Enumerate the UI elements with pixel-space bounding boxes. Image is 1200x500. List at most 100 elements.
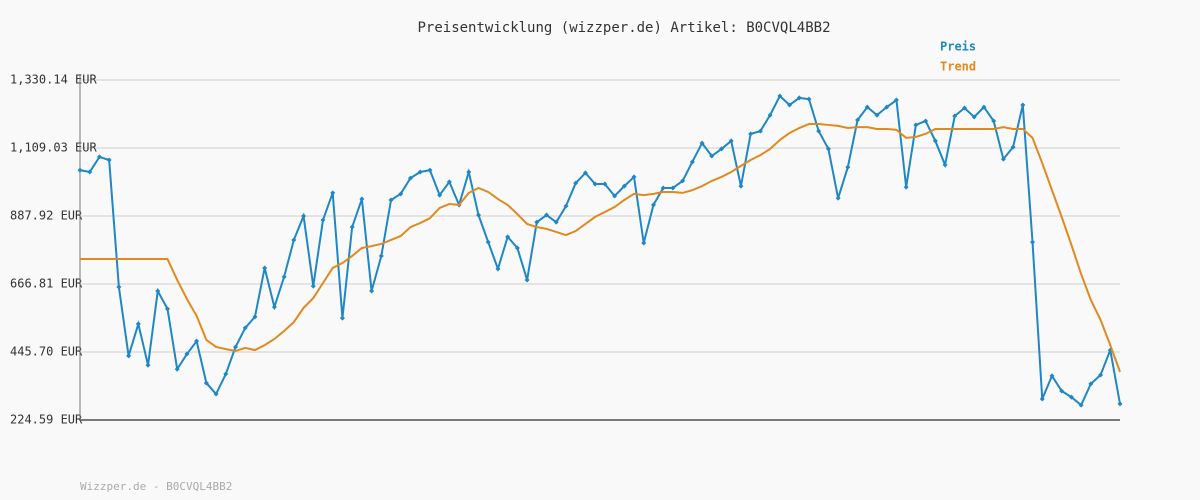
data-point (1059, 388, 1065, 394)
data-point (427, 167, 433, 173)
legend-label: Preis (940, 40, 976, 54)
data-point (757, 128, 763, 134)
data-point (359, 196, 365, 202)
data-point (796, 95, 802, 101)
data-point (417, 169, 423, 175)
data-point (709, 153, 715, 159)
data-point (466, 169, 472, 175)
data-point (213, 391, 219, 397)
data-point (718, 146, 724, 152)
data-point (174, 366, 180, 372)
data-point (514, 245, 520, 251)
data-point (787, 102, 793, 108)
data-point (855, 117, 861, 123)
footer: Wizzper.de - B0CVQL4BB2 (80, 480, 232, 493)
data-point (845, 164, 851, 170)
data-point (806, 96, 812, 102)
data-point (544, 212, 550, 218)
data-point (135, 321, 141, 327)
chart-title: Preisentwicklung (wizzper.de) Artikel: B… (417, 20, 830, 36)
data-point (291, 237, 297, 243)
y-tick-label: 887.92 EUR (10, 209, 83, 223)
data-point (835, 195, 841, 201)
data-point (903, 184, 909, 190)
data-point (884, 104, 890, 110)
series-line (80, 123, 1121, 373)
data-point (1030, 239, 1036, 245)
data-point (738, 183, 744, 189)
data-point (1078, 402, 1084, 408)
data-point (670, 185, 676, 191)
data-point (320, 217, 326, 223)
data-point (991, 118, 997, 124)
data-point (495, 266, 501, 272)
data-point (1117, 401, 1123, 407)
y-tick-label: 1,330.14 EUR (10, 73, 97, 87)
data-point (874, 112, 880, 118)
data-point (398, 191, 404, 197)
data-point (310, 283, 316, 289)
data-point (971, 114, 977, 120)
data-point (388, 197, 394, 203)
data-point (271, 304, 277, 310)
data-point (689, 159, 695, 165)
series-line (79, 94, 1121, 407)
data-point (126, 353, 132, 359)
data-point (184, 351, 190, 357)
data-point (1039, 396, 1045, 402)
data-point (505, 234, 511, 240)
y-tick-label: 445.70 EUR (10, 345, 83, 359)
data-point (203, 380, 209, 386)
data-point (1068, 394, 1074, 400)
data-point (1049, 373, 1055, 379)
data-point (330, 190, 336, 196)
data-point (1098, 372, 1104, 378)
data-point (485, 239, 491, 245)
data-point (349, 224, 355, 230)
data-point (194, 338, 200, 344)
data-point (116, 284, 122, 290)
data-point (262, 265, 268, 271)
data-point (106, 157, 112, 163)
data-point (145, 362, 151, 368)
data-point (825, 146, 831, 152)
y-tick-label: 666.81 EUR (10, 277, 83, 291)
data-point (641, 240, 647, 246)
data-point (563, 203, 569, 209)
data-point (446, 179, 452, 185)
data-point (87, 169, 93, 175)
data-point (301, 213, 307, 219)
data-point (476, 212, 482, 218)
data-point (407, 175, 413, 181)
data-point (612, 193, 618, 199)
data-point (981, 104, 987, 110)
data-point (942, 162, 948, 168)
data-point (602, 181, 608, 187)
data-point (650, 202, 656, 208)
data-point (582, 170, 588, 176)
y-tick-label: 224.59 EUR (10, 413, 83, 427)
data-point (923, 118, 929, 124)
data-point (155, 288, 161, 294)
data-point (524, 277, 530, 283)
data-point (816, 128, 822, 134)
data-point (660, 185, 666, 191)
data-point (573, 180, 579, 186)
data-point (952, 113, 958, 119)
data-point (164, 306, 170, 312)
data-point (631, 174, 637, 180)
data-point (553, 219, 559, 225)
data-point (96, 154, 102, 160)
data-point (680, 178, 686, 184)
data-point (913, 122, 919, 128)
data-point (621, 183, 627, 189)
data-point (748, 131, 754, 137)
data-point (961, 105, 967, 111)
data-point (534, 219, 540, 225)
data-point (699, 140, 705, 146)
data-point (767, 112, 773, 118)
data-point (281, 274, 287, 280)
legend-label: Trend (940, 60, 976, 74)
